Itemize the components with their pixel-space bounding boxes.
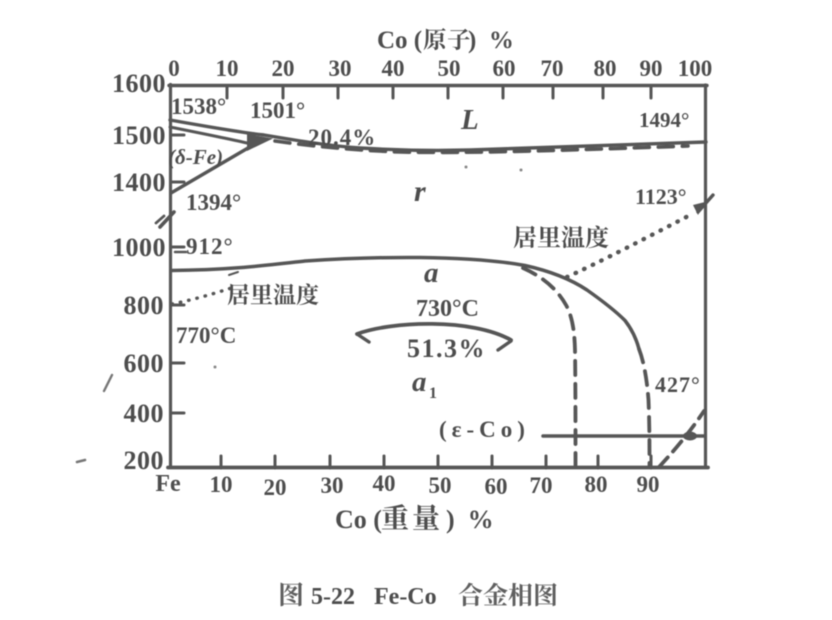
svg-text:) %: ) % [468, 27, 514, 54]
svg-text:400: 400 [124, 399, 165, 428]
svg-text:1500: 1500 [112, 121, 166, 150]
svg-text:60: 60 [493, 56, 516, 81]
svg-text:1394°: 1394° [186, 190, 241, 215]
svg-text:1494°: 1494° [639, 108, 689, 132]
svg-text:40: 40 [382, 56, 405, 81]
svg-text:50: 50 [429, 473, 452, 498]
svg-text:770°C: 770°C [176, 323, 236, 348]
svg-text:50: 50 [438, 56, 461, 81]
svg-text:10: 10 [216, 56, 239, 81]
svg-text:r: r [414, 175, 426, 208]
svg-text:L: L [460, 104, 479, 136]
svg-text:1400: 1400 [112, 168, 166, 197]
svg-text:427°: 427° [655, 372, 701, 397]
svg-text:) %: ) % [446, 505, 494, 534]
svg-text:a: a [412, 366, 427, 398]
svg-text:912°: 912° [186, 234, 234, 259]
svg-text:600: 600 [124, 349, 165, 378]
svg-text:90: 90 [640, 56, 663, 81]
svg-text:Co (: Co ( [335, 505, 382, 534]
svg-text:40: 40 [373, 471, 396, 496]
svg-text:5-22: 5-22 [311, 584, 355, 610]
svg-text:a: a [424, 257, 439, 289]
svg-text:Co (: Co ( [377, 27, 422, 54]
svg-text:730°C: 730°C [416, 296, 479, 322]
svg-text:70: 70 [530, 473, 553, 498]
svg-text:10: 10 [210, 472, 233, 497]
svg-text:Fe: Fe [155, 471, 181, 497]
svg-text:80: 80 [585, 472, 608, 497]
svg-text:51.3%: 51.3% [407, 334, 486, 363]
svg-text:80: 80 [594, 56, 617, 81]
svg-text:(δ-Fe): (δ-Fe) [168, 145, 223, 169]
svg-text:0: 0 [168, 56, 180, 81]
svg-text:30: 30 [321, 473, 344, 498]
svg-text:60: 60 [485, 474, 508, 499]
svg-text:90: 90 [637, 472, 660, 497]
svg-text:(ε-Co): (ε-Co) [439, 417, 530, 442]
svg-text:800: 800 [124, 291, 165, 320]
svg-text:1501°: 1501° [250, 98, 305, 123]
svg-text:1538°: 1538° [171, 94, 226, 119]
svg-text:1: 1 [429, 385, 437, 402]
svg-text:1123°: 1123° [635, 184, 687, 209]
svg-text:100: 100 [678, 56, 713, 81]
svg-text:20.4%: 20.4% [308, 125, 376, 150]
svg-text:70: 70 [541, 56, 564, 81]
svg-text:1600: 1600 [112, 69, 166, 98]
svg-text:200: 200 [124, 446, 165, 475]
svg-text:1000: 1000 [112, 233, 166, 262]
svg-text:20: 20 [264, 475, 287, 500]
svg-text:20: 20 [272, 56, 295, 81]
svg-text:Fe-Co: Fe-Co [374, 584, 437, 610]
svg-text:30: 30 [329, 56, 352, 81]
